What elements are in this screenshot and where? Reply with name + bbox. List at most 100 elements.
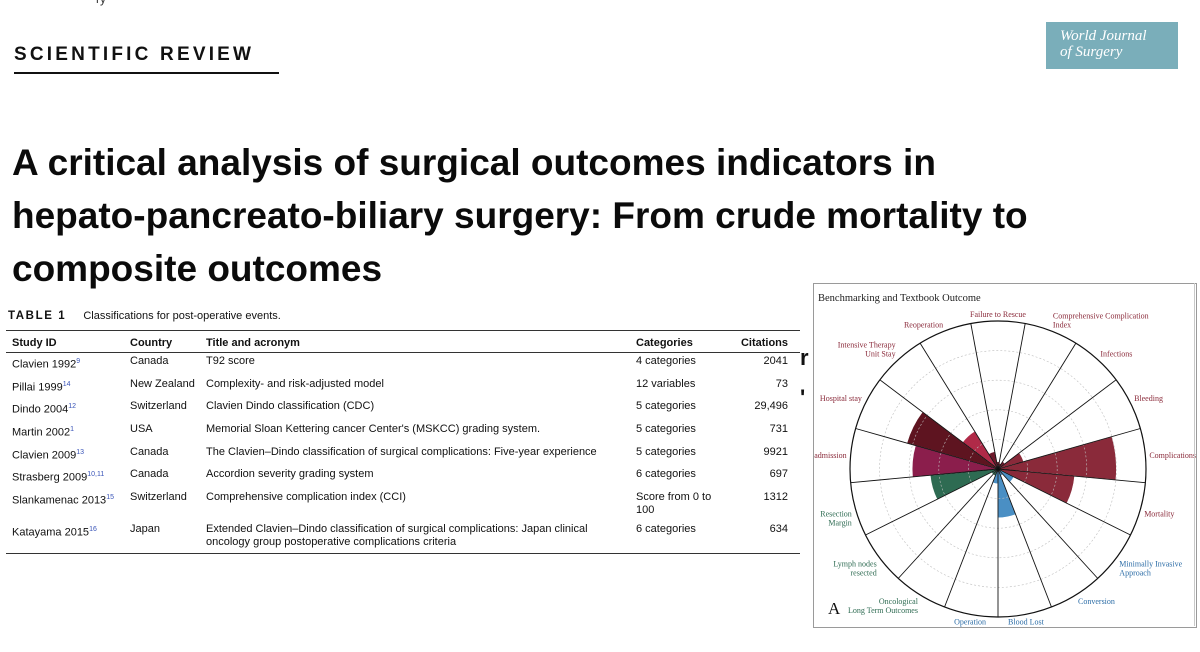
cell-study-id: Pillai 199914 bbox=[6, 376, 124, 399]
polar-area-chart: Benchmarking and Textbook Outcome Failure… bbox=[814, 293, 1196, 627]
chart-spoke bbox=[997, 379, 1117, 470]
study-name: Martin 2002 bbox=[12, 426, 71, 439]
reference-number: 15 bbox=[106, 493, 114, 501]
chart-spoke bbox=[997, 468, 1131, 536]
cell-country: Japan bbox=[124, 520, 200, 554]
overflow-glyph: ' bbox=[800, 385, 806, 410]
cell-categories: 5 categories bbox=[636, 400, 696, 413]
chart-spoke bbox=[855, 428, 999, 470]
chart-spoke bbox=[850, 468, 999, 484]
col-header-study: Study ID bbox=[6, 330, 124, 353]
chart-spoke bbox=[970, 323, 999, 470]
reference-number: 9 bbox=[76, 358, 81, 365]
chart-category-label: Conversion bbox=[1078, 597, 1115, 606]
chart-panel-label: A bbox=[828, 599, 841, 618]
table-row: Clavien 19929 Canada T92 score 4 categories… bbox=[6, 353, 800, 376]
chart-spoke bbox=[997, 428, 1141, 470]
chart-category-label: Infections bbox=[1100, 350, 1132, 359]
top-cut-text: ry bbox=[0, 0, 200, 8]
cell-country: Canada bbox=[130, 468, 169, 481]
cell-categories: 5 categories bbox=[636, 422, 696, 435]
cell-citations: 634 bbox=[734, 520, 800, 554]
adjacent-panel-edge bbox=[1194, 283, 1200, 626]
cell-citations: 1312 bbox=[763, 490, 788, 503]
article-title: A critical analysis of surgical outcomes… bbox=[12, 136, 1192, 295]
cell-title: Clavien Dindo classification (CDC) bbox=[206, 400, 375, 413]
journal-logo-line-2: of Surgery bbox=[1060, 44, 1123, 60]
col-header-country: Country bbox=[124, 330, 200, 353]
reference-number: 10,11 bbox=[87, 471, 105, 479]
cell-country: Switzerland bbox=[130, 400, 187, 413]
article-title-line: hepato-pancreato-biliary surgery: From c… bbox=[12, 195, 1028, 236]
cell-country: Canada bbox=[130, 445, 169, 458]
study-name: Clavien 1992 bbox=[12, 358, 77, 371]
chart-category-label: Minimally Invasive Approach bbox=[1119, 560, 1182, 578]
study-name: Strasberg 2009 bbox=[12, 471, 88, 484]
cell-categories: 4 categories bbox=[636, 355, 696, 367]
cell-citations: 697 bbox=[769, 468, 788, 481]
cell-citations: 731 bbox=[769, 422, 788, 435]
article-title-line: composite outcomes bbox=[12, 248, 383, 289]
classification-table-figure: TABLE 1 Classifications for post-operati… bbox=[6, 310, 806, 554]
cell-study-id: Martin 20021 bbox=[6, 421, 124, 444]
chart-spoke bbox=[997, 468, 1052, 608]
cell-study-id: Clavien 200913 bbox=[6, 444, 124, 467]
table-row: Slankamenac 201315 Switzerland Comprehensi… bbox=[6, 489, 800, 521]
reference-number: 12 bbox=[68, 403, 77, 411]
col-header-citations: Citations bbox=[734, 330, 800, 353]
chart-category-label: Reoperation bbox=[904, 320, 943, 329]
chart-category-label: Hospital stay bbox=[820, 394, 862, 403]
polar-chart-panel: Benchmarking and Textbook Outcome Failure… bbox=[813, 283, 1197, 628]
cell-study-id: Strasberg 200910,11 bbox=[6, 466, 124, 489]
reference-number: 13 bbox=[76, 448, 85, 456]
cell-title: Accordion severity grading system bbox=[206, 468, 374, 481]
chart-category-label: Complications bbox=[1149, 451, 1196, 460]
article-title-line: A critical analysis of surgical outcomes… bbox=[12, 142, 936, 183]
study-name: Clavien 2009 bbox=[12, 449, 77, 462]
study-name: Dindo 2004 bbox=[12, 403, 69, 416]
chart-category-label: OperationDuration bbox=[954, 617, 986, 627]
table-row: Martin 20021 USA Memorial Sloan Kettering … bbox=[6, 421, 800, 444]
study-name: Pillai 1999 bbox=[12, 381, 63, 394]
chart-category-label: Resection Margin bbox=[820, 510, 852, 528]
cell-title: Comprehensive complication index (CCI) bbox=[206, 490, 406, 503]
table-label: TABLE 1 bbox=[8, 310, 67, 322]
cell-study-id: Slankamenac 201315 bbox=[6, 489, 124, 521]
cell-categories: Score from 0 to 100 bbox=[636, 490, 712, 516]
cell-country: USA bbox=[130, 422, 153, 435]
col-header-title: Title and acronym bbox=[200, 330, 630, 353]
chart-spoke bbox=[879, 379, 999, 470]
col-header-categories: Categories bbox=[630, 330, 734, 353]
cell-country: Switzerland bbox=[130, 490, 187, 503]
cell-study-id: Clavien 19929 bbox=[6, 353, 124, 376]
cell-categories: 5 categories bbox=[636, 445, 696, 458]
reference-number: 1 bbox=[70, 425, 74, 433]
table-caption-text: Classifications for post-operative event… bbox=[83, 310, 281, 322]
chart-spoke bbox=[897, 468, 999, 579]
chart-category-label: Failure to Rescue bbox=[970, 310, 1026, 319]
reference-number: 16 bbox=[89, 525, 97, 533]
cell-citations: 9921 bbox=[763, 445, 788, 458]
chart-spoke bbox=[997, 323, 1026, 470]
chart-grid-ring bbox=[968, 439, 1028, 499]
reference-number: 14 bbox=[62, 380, 71, 388]
chart-category-label: Bleeding bbox=[1134, 394, 1163, 403]
journal-logo: World Journal of Surgery bbox=[1046, 22, 1178, 69]
cell-study-id: Katayama 201516 bbox=[6, 520, 124, 554]
classification-table: Study ID Country Title and acronym Categ… bbox=[6, 330, 800, 554]
chart-category-label: Lymph nodes resected bbox=[833, 560, 876, 578]
chart-spoke bbox=[997, 468, 1146, 484]
chart-category-label: Intensive Therapy Unit Stay bbox=[838, 341, 896, 359]
article-kicker: SCIENTIFIC REVIEW bbox=[14, 44, 255, 65]
cell-categories: 12 variables bbox=[636, 377, 696, 390]
kicker-underline bbox=[14, 72, 279, 74]
chart-category-label: Readmission bbox=[814, 451, 847, 460]
cell-citations: 29,496 bbox=[754, 400, 788, 413]
chart-spoke bbox=[865, 468, 999, 536]
cell-title: Extended Clavien–Dindo classification of… bbox=[200, 520, 630, 554]
table-row: Katayama 201516 Japan Extended Clavien–Din… bbox=[6, 520, 800, 554]
chart-spoke bbox=[944, 468, 999, 608]
cell-study-id: Dindo 200412 bbox=[6, 398, 124, 421]
table-caption: TABLE 1 Classifications for post-operati… bbox=[6, 310, 806, 328]
chart-category-label: Mortality bbox=[1144, 510, 1174, 519]
